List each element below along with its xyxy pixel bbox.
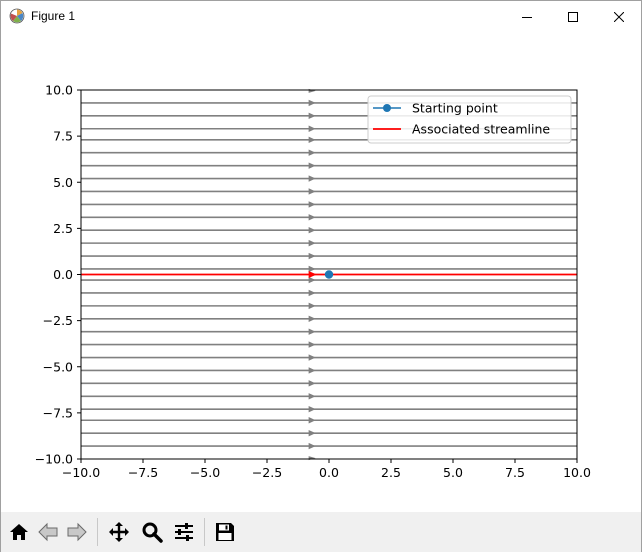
- streamline-arrow: [308, 417, 316, 424]
- x-tick-label: 5.0: [443, 465, 463, 480]
- streamline-arrow: [308, 252, 316, 260]
- y-tick-label: 0.0: [53, 267, 73, 282]
- y-tick-label: 7.5: [53, 129, 73, 144]
- streamline-arrow: [308, 214, 316, 221]
- streamline-arrow: [308, 354, 316, 361]
- home-icon: [10, 524, 28, 540]
- close-icon: [614, 11, 624, 22]
- streamline-chart: −10.0 −7.5 −5.0 −2.5 0.0 2.5 5.0 7.5 10.0 −10.0 −7…: [35, 83, 591, 481]
- x-tick-label: 0.0: [319, 465, 339, 480]
- toolbar-separator: [204, 518, 205, 546]
- minimize-button[interactable]: [504, 1, 550, 32]
- maximize-button[interactable]: [550, 1, 596, 32]
- matplotlib-app-icon: [9, 8, 25, 24]
- associated-streamline-arrow: [308, 271, 317, 278]
- forward-arrow-icon: [67, 522, 87, 542]
- x-tick-label: 7.5: [505, 465, 525, 480]
- y-tick-label: −2.5: [43, 313, 73, 328]
- streamline-arrow: [308, 405, 316, 413]
- legend-starting-point-marker: [383, 104, 391, 112]
- streamline-arrow: [308, 429, 316, 437]
- zoom-magnifier-icon: [142, 522, 163, 543]
- save-floppy-icon: [216, 523, 234, 541]
- streamline-arrow: [308, 162, 316, 169]
- y-tick-label: 5.0: [53, 175, 73, 190]
- streamline-arrow: [308, 276, 316, 284]
- title-bar[interactable]: Figure 1: [1, 1, 641, 32]
- maximize-icon: [568, 11, 578, 22]
- legend-label-starting-point: Starting point: [412, 101, 498, 116]
- back-arrow-icon: [38, 522, 58, 542]
- streamline-arrow: [308, 393, 316, 400]
- home-button[interactable]: [5, 518, 33, 546]
- y-tick-label: 2.5: [53, 221, 73, 236]
- figure-canvas[interactable]: −10.0 −7.5 −5.0 −2.5 0.0 2.5 5.0 7.5 10.0 −10.0 −7…: [1, 32, 641, 512]
- close-button[interactable]: [596, 1, 642, 32]
- save-button[interactable]: [211, 518, 239, 546]
- minimize-icon: [522, 16, 532, 18]
- legend-label-associated-streamline: Associated streamline: [412, 122, 550, 137]
- streamline-arrow: [308, 227, 316, 234]
- pan-move-icon: [109, 522, 129, 542]
- streamline-arrow: [308, 175, 316, 182]
- forward-button[interactable]: [63, 518, 91, 546]
- streamline-arrow: [308, 315, 316, 322]
- streamline-arrow: [308, 380, 316, 387]
- configure-subplots-icon: [175, 523, 193, 541]
- streamline-arrow: [308, 442, 316, 450]
- toolbar-separator: [97, 518, 98, 546]
- streamline-arrow: [308, 239, 316, 247]
- navigation-toolbar: [1, 512, 641, 552]
- y-tick-label: −7.5: [43, 405, 73, 420]
- streamline-arrow: [308, 125, 316, 132]
- x-tick-label: −5.0: [190, 465, 220, 480]
- starting-point-marker: [324, 270, 334, 279]
- pan-button[interactable]: [105, 518, 133, 546]
- window-title: Figure 1: [31, 9, 76, 23]
- x-tick-label: −10.0: [62, 465, 100, 480]
- streamline-arrow: [308, 136, 316, 144]
- streamline-arrow: [308, 112, 316, 120]
- x-tick-label: 10.0: [563, 465, 591, 480]
- streamline-arrow: [308, 149, 316, 156]
- y-tick-label: −10.0: [35, 452, 73, 467]
- streamline-arrow: [308, 367, 316, 374]
- x-tick-label: −7.5: [128, 465, 158, 480]
- legend-box: [367, 95, 572, 144]
- x-tick-label: −2.5: [252, 465, 282, 480]
- zoom-button[interactable]: [138, 518, 166, 546]
- streamline-arrow: [308, 201, 316, 208]
- streamline-arrow: [308, 265, 316, 273]
- streamline-arrow: [308, 341, 316, 348]
- streamline-arrow: [308, 289, 316, 297]
- configure-subplots-button[interactable]: [170, 518, 198, 546]
- streamline-arrow: [308, 188, 316, 195]
- streamline-arrow: [308, 99, 316, 107]
- back-button[interactable]: [34, 518, 62, 546]
- y-tick-label: 10.0: [45, 83, 73, 98]
- x-tick-label: 2.5: [381, 465, 401, 480]
- streamline-arrow: [308, 302, 316, 310]
- streamline-arrow: [308, 328, 316, 335]
- y-tick-label: −5.0: [43, 359, 73, 374]
